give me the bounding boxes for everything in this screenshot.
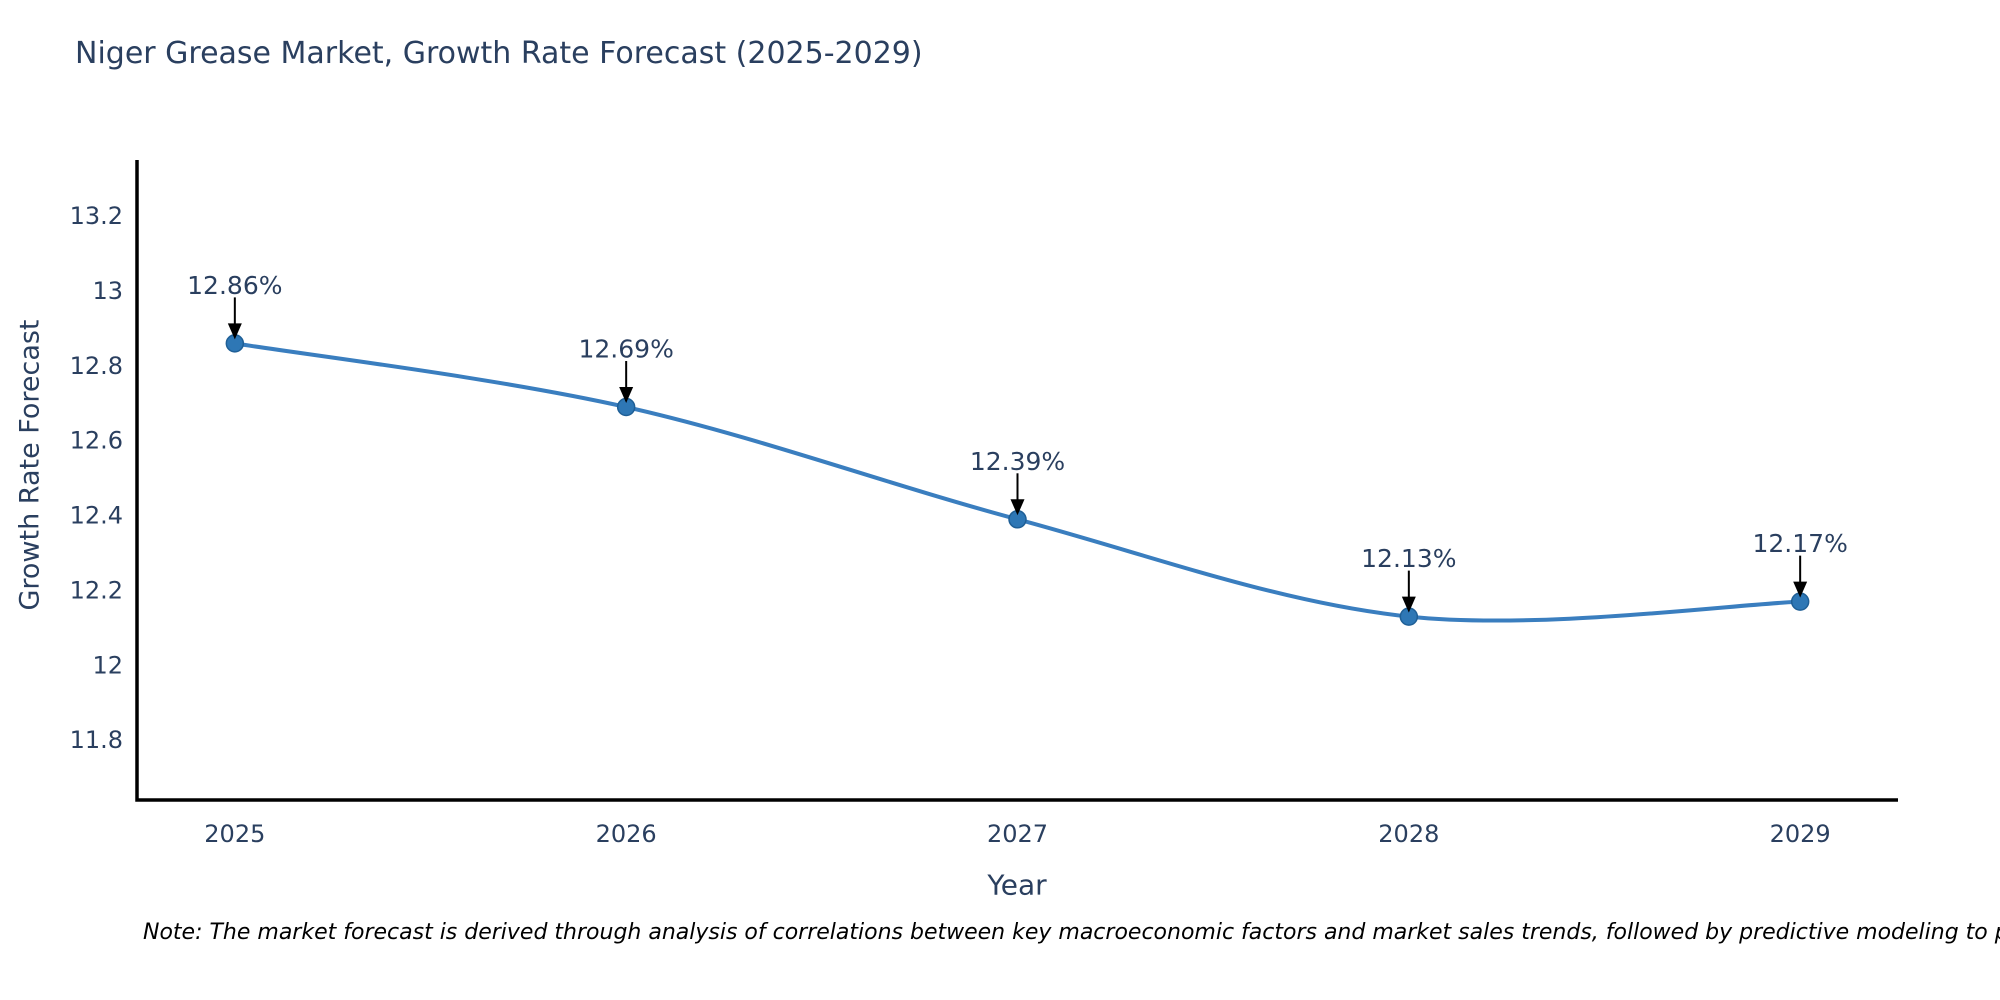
annotation-arrow-head	[1010, 499, 1025, 516]
annotation-arrow-head	[227, 323, 242, 340]
x-tick-label: 2028	[1378, 820, 1439, 848]
x-tick-label: 2027	[987, 820, 1048, 848]
x-tick-label: 2029	[1770, 820, 1831, 848]
chart-title: Niger Grease Market, Growth Rate Forecas…	[75, 36, 923, 71]
annotation-label: 12.69%	[579, 335, 674, 364]
annotation-arrow-head	[619, 387, 634, 404]
y-tick-label: 12.8	[70, 352, 123, 380]
y-tick-label: 12.6	[70, 427, 123, 455]
annotation-label: 12.39%	[970, 447, 1065, 476]
axis-lines	[135, 160, 1898, 802]
y-tick-label: 13.2	[70, 202, 123, 230]
y-axis-title: Growth Rate Forecast	[14, 319, 46, 611]
annotation-arrow-head	[1793, 581, 1808, 598]
annotation-label: 12.17%	[1753, 529, 1848, 558]
footnote: Note: The market forecast is derived thr…	[143, 920, 2000, 945]
y-tick-label: 12	[92, 651, 123, 679]
x-tick-label: 2026	[596, 820, 657, 848]
y-tick-label: 12.2	[70, 576, 123, 604]
annotation-arrow-head	[1401, 596, 1416, 613]
annotation-label: 12.86%	[187, 271, 282, 300]
x-axis-title: Year	[987, 868, 1047, 902]
y-tick-label: 13	[92, 277, 123, 305]
annotation-label: 12.13%	[1361, 544, 1456, 573]
x-tick-label: 2025	[204, 820, 265, 848]
y-tick-label: 12.4	[70, 502, 123, 530]
y-tick-label: 11.8	[70, 726, 123, 754]
